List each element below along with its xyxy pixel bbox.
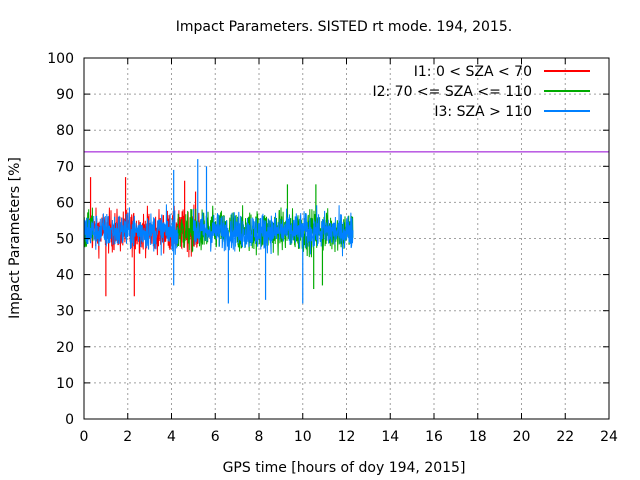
y-tick-label: 40 <box>56 268 74 284</box>
legend-label: I1: 0 < SZA < 70 <box>414 64 532 80</box>
y-axis-label: Impact Parameters [%] <box>7 157 23 319</box>
axes: 0 2 4 6 8 10 12 14 16 18 20 22 240102030405060708090… <box>47 51 618 445</box>
y-tick-label: 0 <box>65 412 74 428</box>
x-tick-label: 20 <box>513 429 531 445</box>
series-layer <box>83 159 354 304</box>
x-tick-label: 24 <box>600 429 618 445</box>
series-3-trace <box>192 205 354 257</box>
legend-label: I3: SZA > 110 <box>434 104 532 120</box>
y-tick-label: 90 <box>56 87 74 103</box>
y-tick-label: 50 <box>56 232 74 248</box>
series-2-trace <box>175 208 205 253</box>
y-tick-label: 70 <box>56 159 74 175</box>
x-tick-label: 14 <box>381 429 399 445</box>
x-tick-label: 16 <box>425 429 443 445</box>
y-tick-label: 100 <box>47 51 74 67</box>
x-tick-label: 2 <box>123 429 132 445</box>
legend-label: I2: 70 <= SZA <= 110 <box>372 84 532 100</box>
chart-title: Impact Parameters. SISTED rt mode. 194, … <box>176 19 512 35</box>
y-tick-label: 30 <box>56 304 74 320</box>
y-tick-label: 60 <box>56 195 74 211</box>
x-tick-label: 8 <box>255 429 264 445</box>
x-tick-label: 0 <box>80 429 89 445</box>
x-axis-label: GPS time [hours of doy 194, 2015] <box>223 460 466 476</box>
y-tick-label: 10 <box>56 376 74 392</box>
series-3 <box>83 159 354 304</box>
legend: I1: 0 < SZA < 70 I2: 70 <= SZA <= 110 I3: … <box>372 64 590 120</box>
y-tick-label: 20 <box>56 340 74 356</box>
x-tick-label: 6 <box>211 429 220 445</box>
y-tick-label: 80 <box>56 123 74 139</box>
x-tick-label: 18 <box>469 429 487 445</box>
x-tick-label: 22 <box>556 429 574 445</box>
series-3-trace <box>83 204 179 256</box>
x-tick-label: 4 <box>167 429 176 445</box>
x-tick-label: 10 <box>294 429 312 445</box>
x-tick-label: 12 <box>338 429 356 445</box>
